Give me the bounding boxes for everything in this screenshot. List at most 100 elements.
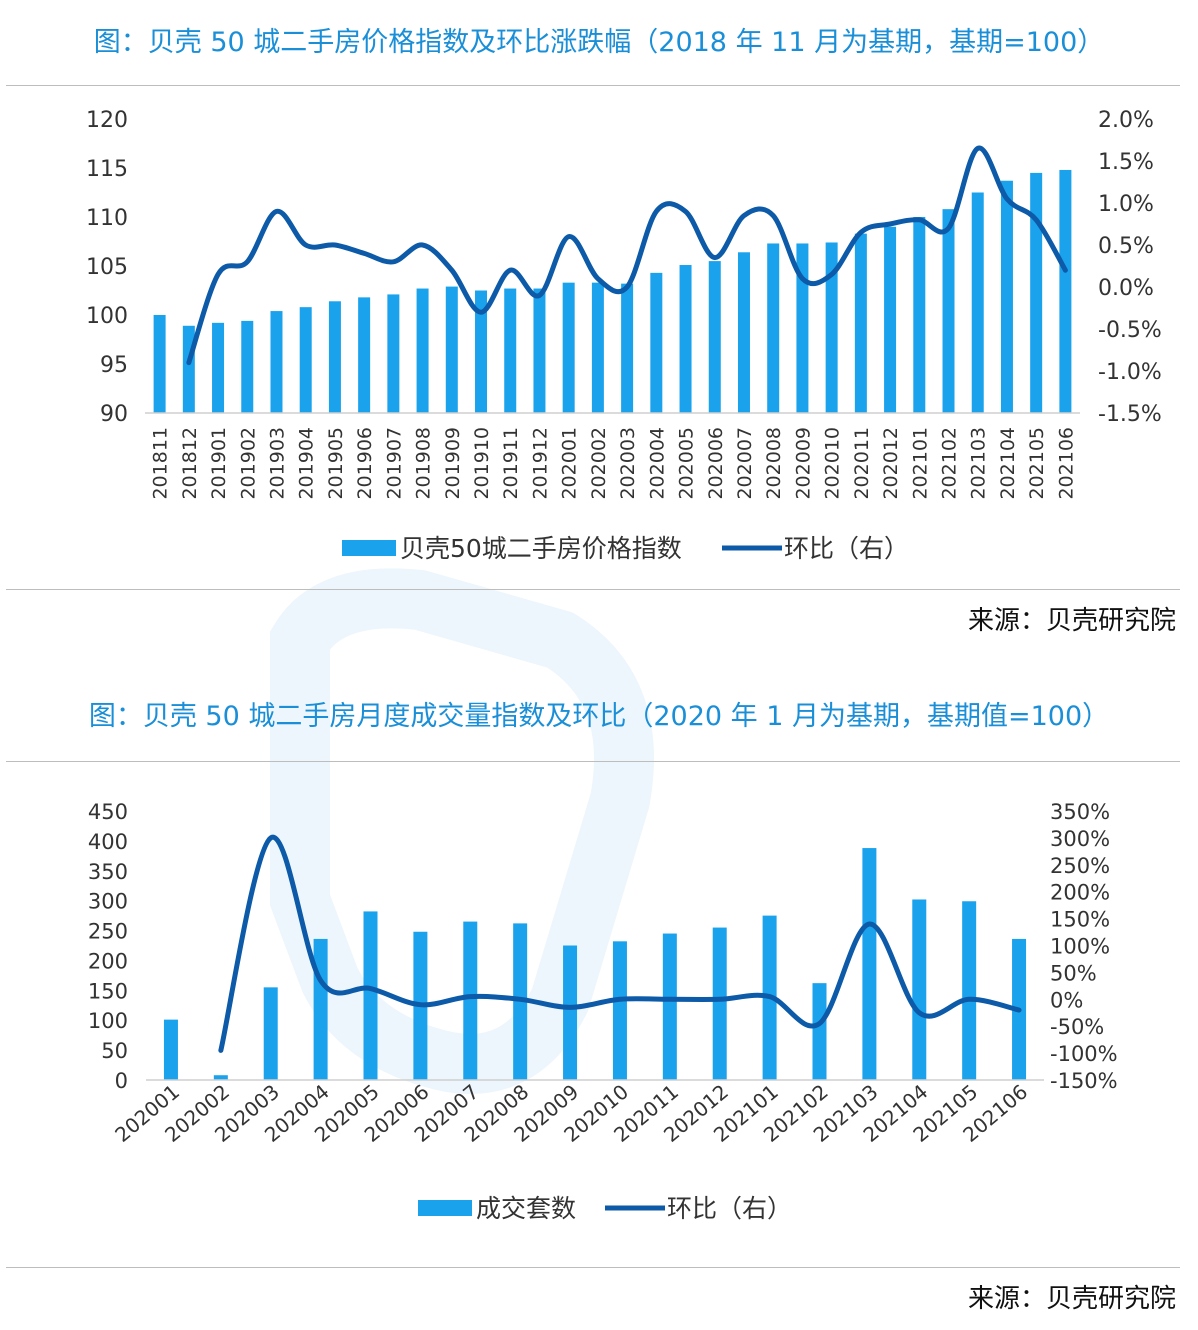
x-tick-label: 202006 bbox=[705, 427, 727, 500]
y-right-tick-label: 0.0% bbox=[1098, 276, 1154, 301]
bar bbox=[163, 1019, 178, 1080]
y-left-tick-label: 95 bbox=[100, 353, 128, 378]
bar bbox=[358, 297, 371, 413]
y-right-tick-label: 250% bbox=[1050, 854, 1110, 878]
bar bbox=[862, 848, 877, 1080]
x-tick-label: 202101 bbox=[909, 427, 931, 500]
bar bbox=[913, 217, 926, 413]
y-right-tick-label: 50% bbox=[1050, 961, 1097, 985]
x-tick-label: 201911 bbox=[500, 427, 522, 500]
bar bbox=[263, 987, 278, 1080]
y-left-tick-label: 90 bbox=[100, 402, 128, 427]
bar bbox=[767, 243, 780, 413]
legend-bar-swatch bbox=[418, 1200, 472, 1216]
bar bbox=[1000, 180, 1013, 413]
chart2-bottom-rule bbox=[6, 1267, 1180, 1268]
bar bbox=[313, 938, 328, 1080]
x-tick-label: 201908 bbox=[413, 427, 435, 500]
bar bbox=[387, 294, 400, 413]
y-left-tick-label: 120 bbox=[86, 108, 128, 133]
y-right-tick-label: -1.0% bbox=[1098, 360, 1162, 385]
y-right-tick-label: 100% bbox=[1050, 935, 1110, 959]
x-tick-label: 201905 bbox=[325, 427, 347, 500]
x-tick-label: 201909 bbox=[442, 427, 464, 500]
chart1-bottom-rule bbox=[6, 589, 1180, 590]
bar bbox=[416, 288, 429, 413]
x-tick-label: 202001 bbox=[559, 427, 581, 500]
x-tick-label: 202012 bbox=[880, 427, 902, 500]
y-right-tick-label: -1.5% bbox=[1098, 402, 1162, 427]
x-tick-label: 202104 bbox=[997, 427, 1019, 500]
y-left-tick-label: 105 bbox=[86, 255, 128, 280]
x-tick-label: 202003 bbox=[617, 427, 639, 500]
x-tick-label: 202103 bbox=[968, 427, 990, 500]
y-right-tick-label: 1.0% bbox=[1098, 192, 1154, 217]
y-left-tick-label: 200 bbox=[88, 949, 128, 973]
legend-line-label: 环比（右） bbox=[667, 1194, 792, 1223]
bar bbox=[708, 261, 721, 413]
y-right-tick-label: 1.5% bbox=[1098, 150, 1154, 175]
x-tick-label: 202010 bbox=[822, 427, 844, 500]
x-tick-label: 201910 bbox=[471, 427, 493, 500]
volume-index-chart: 450 400 350 300 250 200 150 100 50 0 350% 300% 250% 2… bbox=[88, 800, 1118, 1223]
x-tick-label: 202007 bbox=[734, 427, 756, 500]
x-tick-label: 202005 bbox=[676, 427, 698, 500]
chart1-title: 图：贝壳 50 城二手房价格指数及环比涨跌幅（2018 年 11 月为基期，基期… bbox=[93, 27, 1105, 58]
x-tick-label: 202102 bbox=[939, 427, 961, 500]
bar bbox=[854, 233, 867, 413]
bar bbox=[445, 286, 458, 413]
bar bbox=[153, 315, 166, 413]
x-tick-label: 201907 bbox=[383, 427, 405, 500]
bar bbox=[737, 252, 750, 413]
x-tick-label: 202004 bbox=[646, 427, 668, 500]
y-left-tick-label: 300 bbox=[88, 890, 128, 914]
y-left-tick-label: 100 bbox=[88, 1009, 128, 1033]
mom-change-line bbox=[218, 834, 1022, 1053]
x-tick-label: 201904 bbox=[296, 427, 318, 500]
x-tick-label: 201812 bbox=[179, 427, 201, 500]
x-tick-label: 202008 bbox=[763, 427, 785, 500]
legend-bar-swatch bbox=[342, 540, 396, 556]
y-right-tick-label: 0% bbox=[1050, 988, 1083, 1012]
bar bbox=[363, 911, 378, 1080]
x-tick-label: 202106 bbox=[1055, 427, 1077, 500]
mom-change-line bbox=[186, 145, 1068, 366]
bar bbox=[942, 209, 955, 413]
y-right-tick-label: 150% bbox=[1050, 908, 1110, 932]
bar bbox=[912, 899, 927, 1080]
bar bbox=[563, 945, 578, 1080]
bar bbox=[241, 320, 254, 413]
y-left-tick-label: 250 bbox=[88, 920, 128, 944]
bar bbox=[213, 1075, 228, 1080]
y-right-tick-label: 300% bbox=[1050, 827, 1110, 851]
bar bbox=[662, 933, 677, 1080]
x-tick-label: 201901 bbox=[208, 427, 230, 500]
chart1-source: 来源：贝壳研究院 bbox=[967, 606, 1176, 636]
chart1-top-rule bbox=[6, 85, 1180, 86]
y-left-tick-label: 115 bbox=[86, 157, 128, 182]
y-left-tick-label: 400 bbox=[88, 830, 128, 854]
y-left-tick-label: 450 bbox=[88, 800, 128, 824]
y-left-tick-label: 50 bbox=[101, 1039, 128, 1063]
y-right-tick-label: -50% bbox=[1050, 1015, 1104, 1039]
x-tick-label: 201906 bbox=[354, 427, 376, 500]
price-index-chart: 120 115 110 105 100 95 90 2.0% 1.5% 1.0% 0.5% 0.0% -… bbox=[86, 108, 1162, 563]
y-left-tick-label: 0 bbox=[115, 1069, 128, 1093]
bar bbox=[825, 242, 838, 413]
bar bbox=[475, 290, 488, 413]
bar bbox=[650, 272, 663, 413]
bar bbox=[328, 301, 341, 413]
x-tick-label: 202105 bbox=[1026, 427, 1048, 500]
bar bbox=[1030, 172, 1043, 413]
bar bbox=[504, 288, 517, 413]
y-right-tick-label: 200% bbox=[1050, 881, 1110, 905]
bar bbox=[1059, 169, 1072, 413]
bar bbox=[679, 265, 692, 413]
bar bbox=[463, 921, 478, 1080]
chart2-top-rule bbox=[6, 761, 1180, 762]
bar bbox=[562, 282, 575, 413]
x-tick-label: 201912 bbox=[529, 427, 551, 500]
chart2-source: 来源：贝壳研究院 bbox=[967, 1284, 1176, 1314]
bar bbox=[621, 283, 634, 413]
